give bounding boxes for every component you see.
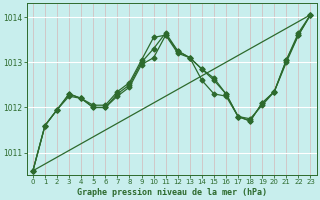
X-axis label: Graphe pression niveau de la mer (hPa): Graphe pression niveau de la mer (hPa) [77, 188, 267, 197]
